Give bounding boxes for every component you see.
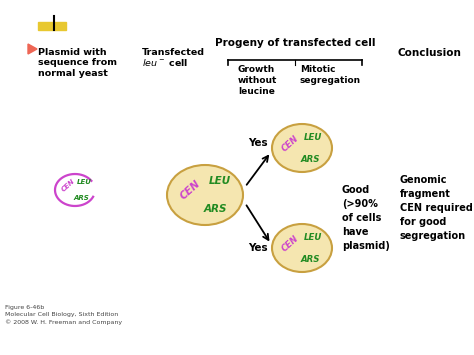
Text: Transfected: Transfected xyxy=(142,48,205,57)
Polygon shape xyxy=(28,44,37,54)
Ellipse shape xyxy=(167,165,243,225)
Text: CEN: CEN xyxy=(60,178,76,192)
Text: CEN: CEN xyxy=(280,234,301,253)
Ellipse shape xyxy=(272,124,332,172)
Ellipse shape xyxy=(272,224,332,272)
Text: Growth
without
leucine: Growth without leucine xyxy=(238,65,277,96)
Text: Plasmid with
sequence from
normal yeast: Plasmid with sequence from normal yeast xyxy=(38,48,117,78)
Text: LEU: LEU xyxy=(304,133,323,142)
Text: $leu^-$ cell: $leu^-$ cell xyxy=(142,57,189,68)
Text: LEU: LEU xyxy=(209,176,230,186)
Text: ARS: ARS xyxy=(73,195,89,201)
Text: ARS: ARS xyxy=(301,155,320,164)
Text: Figure 6-46b
Molecular Cell Biology, Sixth Edition
© 2008 W. H. Freeman and Comp: Figure 6-46b Molecular Cell Biology, Six… xyxy=(5,305,122,325)
Text: Yes: Yes xyxy=(248,243,268,253)
Text: Yes: Yes xyxy=(248,138,268,148)
Text: LEU: LEU xyxy=(304,233,323,242)
Bar xyxy=(38,22,66,30)
Text: LEU: LEU xyxy=(77,179,91,185)
Text: ARS: ARS xyxy=(301,255,320,264)
Text: Mitotic
segregation: Mitotic segregation xyxy=(300,65,361,85)
Text: Good
(>90%
of cells
have
plasmid): Good (>90% of cells have plasmid) xyxy=(342,185,390,251)
Text: CEN: CEN xyxy=(280,134,301,154)
Text: Genomic
fragment
CEN required
for good
segregation: Genomic fragment CEN required for good s… xyxy=(400,175,473,241)
Text: Progeny of transfected cell: Progeny of transfected cell xyxy=(215,38,375,48)
Text: ARS: ARS xyxy=(204,204,228,214)
Text: Conclusion: Conclusion xyxy=(398,48,462,58)
Text: CEN: CEN xyxy=(179,178,202,201)
